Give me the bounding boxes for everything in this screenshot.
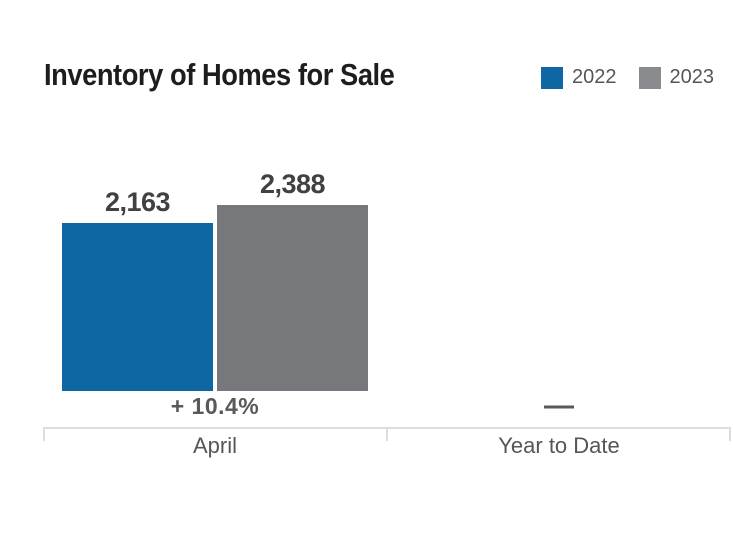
legend-label-2022: 2022 xyxy=(572,66,617,88)
bar-value-2022: 2,163 xyxy=(104,187,171,217)
legend-swatch-2023-icon xyxy=(638,66,661,89)
bar-2023-april xyxy=(217,205,368,391)
category-label-year-to-date: Year to Date xyxy=(498,433,620,458)
chart-title: Inventory of Homes for Sale xyxy=(44,57,395,92)
legend-item-2023: 2023 xyxy=(638,66,715,89)
x-axis-tick-right xyxy=(729,427,731,441)
chart-plot: 2,163 2,388 xyxy=(62,169,368,391)
category-label-april: April xyxy=(192,433,237,458)
x-axis-tick-left xyxy=(43,427,45,441)
legend-item-2022: 2022 xyxy=(541,66,617,89)
legend-label-2023: 2023 xyxy=(669,66,715,88)
bar-2022-april xyxy=(62,223,213,391)
bar-value-2023: 2,388 xyxy=(259,169,326,199)
x-axis-tick-middle xyxy=(386,427,388,441)
chart-legend: 2022 2023 xyxy=(541,66,714,89)
april-change-label: + 10.4% xyxy=(170,393,260,419)
ytd-change-dash: — xyxy=(544,389,574,422)
legend-swatch-2022-icon xyxy=(541,66,563,89)
